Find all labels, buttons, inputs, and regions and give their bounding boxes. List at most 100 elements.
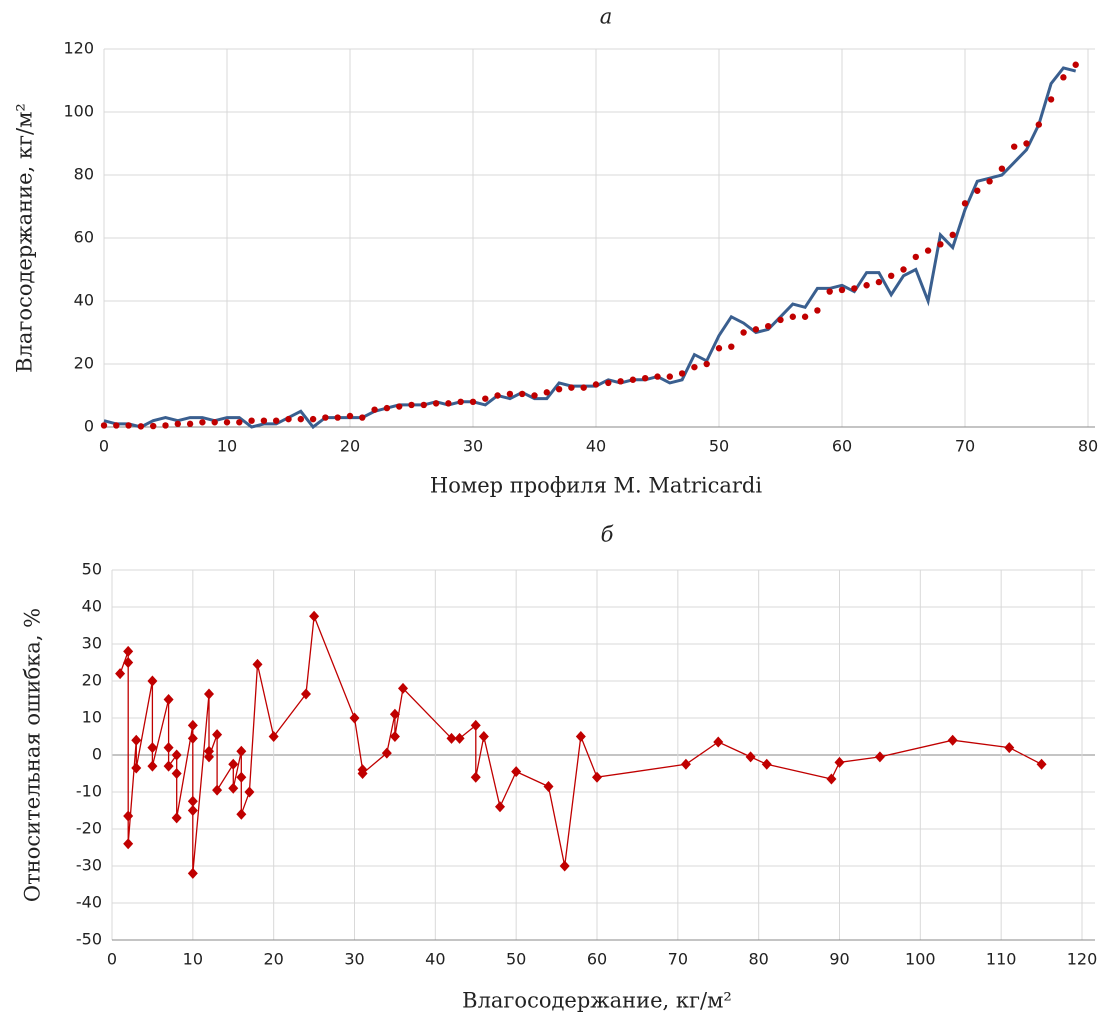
data-marker bbox=[187, 719, 198, 731]
data-marker bbox=[163, 742, 174, 754]
data-marker bbox=[115, 668, 126, 680]
data-dot bbox=[519, 390, 526, 398]
x-tick-label: 10 bbox=[217, 437, 237, 456]
x-tick-label: 30 bbox=[463, 437, 483, 456]
data-marker bbox=[874, 751, 885, 763]
data-dot bbox=[346, 412, 354, 420]
data-marker bbox=[236, 745, 247, 757]
data-marker bbox=[187, 732, 198, 744]
data-dot bbox=[543, 389, 550, 396]
data-dot bbox=[703, 360, 710, 368]
data-marker bbox=[559, 860, 570, 872]
data-dot bbox=[974, 187, 981, 194]
data-marker bbox=[147, 675, 158, 687]
data-dot bbox=[150, 422, 157, 430]
data-marker bbox=[147, 760, 158, 772]
data-dot bbox=[469, 398, 477, 405]
data-marker bbox=[187, 795, 198, 807]
data-dot bbox=[494, 392, 501, 399]
data-dot bbox=[728, 343, 735, 350]
y-tick-label: -20 bbox=[76, 819, 102, 838]
data-dot bbox=[100, 422, 108, 429]
x-tick-label: 50 bbox=[506, 950, 526, 969]
x-tick-label: 40 bbox=[586, 437, 606, 456]
y-tick-label: 60 bbox=[74, 228, 94, 247]
data-marker bbox=[592, 771, 602, 783]
data-marker bbox=[236, 808, 247, 820]
data-marker bbox=[357, 768, 368, 779]
data-marker bbox=[123, 810, 134, 822]
y-tick-label: -10 bbox=[76, 782, 102, 801]
x-axis-label: Влагосодержание, кг/м² bbox=[462, 989, 732, 1013]
data-dot bbox=[1072, 61, 1079, 68]
x-tick-label: 70 bbox=[668, 950, 688, 969]
data-marker bbox=[131, 734, 142, 746]
x-tick-label: 0 bbox=[99, 437, 109, 456]
data-dot bbox=[826, 288, 833, 295]
data-dot bbox=[629, 376, 637, 383]
y-tick-label: 80 bbox=[74, 165, 94, 184]
data-marker bbox=[381, 747, 392, 759]
y-tick-label: 20 bbox=[74, 354, 94, 373]
data-marker bbox=[228, 782, 239, 794]
x-tick-label: 100 bbox=[905, 950, 936, 969]
x-tick-label: 70 bbox=[955, 437, 975, 456]
data-dot bbox=[1047, 96, 1055, 103]
data-dot bbox=[408, 401, 415, 409]
data-marker bbox=[947, 734, 958, 746]
data-marker bbox=[171, 768, 182, 779]
data-dot bbox=[961, 200, 969, 207]
data-dot bbox=[223, 419, 231, 426]
x-tick-label: 80 bbox=[1078, 437, 1098, 456]
data-marker bbox=[131, 762, 142, 774]
data-dot bbox=[715, 345, 723, 352]
data-dot bbox=[986, 178, 993, 185]
data-dot bbox=[900, 266, 907, 273]
y-axis-label: Относительная ошибка, % bbox=[21, 608, 45, 902]
data-marker bbox=[309, 610, 320, 622]
data-dot bbox=[605, 379, 612, 387]
data-marker bbox=[713, 736, 724, 748]
data-dot bbox=[555, 386, 563, 393]
y-tick-label: 40 bbox=[74, 291, 94, 310]
data-dot bbox=[949, 231, 956, 239]
data-dot bbox=[248, 417, 255, 424]
data-marker bbox=[575, 731, 586, 742]
x-tick-label: 20 bbox=[340, 437, 360, 456]
y-tick-label: 40 bbox=[82, 597, 102, 616]
data-marker bbox=[680, 758, 691, 770]
data-dot bbox=[1060, 74, 1067, 81]
data-dot bbox=[1023, 140, 1030, 147]
data-dot bbox=[580, 384, 587, 391]
data-marker bbox=[349, 712, 360, 724]
data-marker bbox=[171, 749, 182, 761]
data-marker bbox=[470, 771, 481, 783]
data-dot bbox=[1035, 121, 1043, 128]
data-marker bbox=[187, 867, 198, 879]
data-dot bbox=[260, 417, 268, 424]
data-marker bbox=[1036, 758, 1047, 770]
data-marker bbox=[446, 732, 457, 744]
data-marker bbox=[171, 812, 182, 824]
x-tick-label: 110 bbox=[986, 950, 1017, 969]
data-dot bbox=[666, 373, 673, 380]
data-marker bbox=[826, 773, 837, 785]
y-tick-label: 30 bbox=[82, 634, 102, 653]
data-dot bbox=[322, 414, 329, 421]
data-dot bbox=[851, 285, 858, 292]
data-marker bbox=[123, 645, 134, 657]
data-marker bbox=[389, 708, 400, 720]
y-tick-label: 0 bbox=[92, 745, 102, 764]
data-dot bbox=[875, 278, 883, 286]
data-marker bbox=[252, 658, 263, 670]
x-tick-label: 60 bbox=[587, 950, 607, 969]
x-tick-label: 80 bbox=[748, 950, 768, 969]
data-marker bbox=[204, 688, 214, 700]
x-tick-label: 40 bbox=[425, 950, 445, 969]
data-dot bbox=[273, 417, 280, 424]
data-marker bbox=[204, 745, 214, 757]
data-dot bbox=[162, 422, 169, 429]
data-dot bbox=[309, 415, 317, 423]
y-tick-label: -30 bbox=[76, 856, 102, 875]
